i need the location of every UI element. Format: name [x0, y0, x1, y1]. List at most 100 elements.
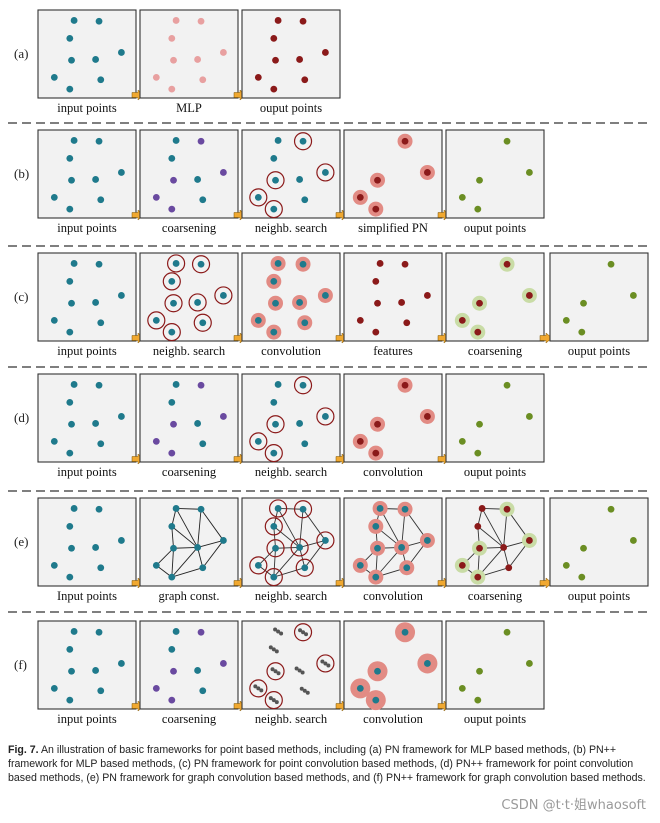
query-point [198, 261, 205, 268]
output-point [459, 438, 466, 445]
panel-label: input points [57, 712, 117, 726]
input-point [68, 421, 75, 428]
sampled-point [474, 329, 481, 336]
graph-node [275, 649, 279, 653]
input-point [96, 629, 103, 636]
input-point [118, 537, 125, 544]
query-point [168, 278, 175, 285]
coarsen-point [168, 206, 175, 213]
conv-point [372, 523, 379, 530]
output-point [526, 660, 533, 667]
query-point [300, 506, 307, 513]
output-point [272, 57, 279, 64]
input-point [92, 56, 99, 63]
conv-point [374, 177, 381, 184]
input-point [71, 628, 78, 635]
graph-node [168, 523, 175, 530]
output-point [630, 292, 637, 299]
row-label: (e) [14, 534, 28, 549]
input-point [97, 196, 104, 203]
panel-label: input points [57, 221, 117, 235]
query-point [301, 564, 308, 571]
input-point [118, 292, 125, 299]
input-point [92, 420, 99, 427]
coarsen-point [153, 194, 160, 201]
figure-number: Fig. 7. [8, 744, 39, 756]
coarsen-point [199, 687, 206, 694]
figure-caption: Fig. 7. An illustration of basic framewo… [8, 743, 648, 785]
conv-point [357, 194, 364, 201]
query-point [272, 177, 279, 184]
conv-point [374, 545, 381, 552]
coarsen-point [198, 138, 205, 145]
coarsen-point [153, 438, 160, 445]
query-point [270, 399, 277, 406]
conv-point [322, 292, 329, 299]
input-point [118, 49, 125, 56]
coarsen-point [168, 646, 175, 653]
output-point [459, 194, 466, 201]
panel-label: convolution [363, 465, 423, 479]
input-point [96, 382, 103, 389]
panel-label: simplified PN [358, 221, 428, 235]
graph-node [198, 506, 205, 513]
graph-node [194, 544, 201, 551]
input-point [97, 319, 104, 326]
output-point [474, 450, 481, 457]
panel-label: input points [57, 101, 117, 115]
panel-label: coarsening [162, 221, 217, 235]
input-point [51, 562, 58, 569]
conv-point [272, 300, 279, 307]
graph-node [301, 670, 305, 674]
conv-point [357, 685, 364, 692]
sampled-point [474, 574, 481, 581]
graph-node [326, 663, 330, 667]
input-point [92, 299, 99, 306]
coarsen-point [198, 629, 205, 636]
input-point [51, 438, 58, 445]
coarsen-point [198, 382, 205, 389]
input-point [96, 18, 103, 25]
conv-point [402, 506, 409, 513]
conv-point [424, 169, 431, 176]
input-point [51, 74, 58, 81]
sampled-point [459, 317, 466, 324]
panel-label: ouput points [464, 465, 526, 479]
query-point [301, 196, 308, 203]
sampled-point [504, 261, 511, 268]
query-point [220, 292, 227, 299]
coarsen-point [168, 697, 175, 704]
sampled-point [526, 537, 533, 544]
input-point [92, 667, 99, 674]
panel-label: convolution [261, 344, 321, 358]
feature-point [357, 317, 364, 324]
query-point [296, 420, 303, 427]
input-point [51, 317, 58, 324]
coarsen-point [168, 155, 175, 162]
panel-label: ouput points [464, 712, 526, 726]
input-point [71, 17, 78, 24]
query-point [322, 413, 329, 420]
conv-point [377, 505, 384, 512]
panel-label: coarsening [162, 465, 217, 479]
input-point [66, 574, 73, 581]
output-point [270, 35, 277, 42]
conv-point [357, 562, 364, 569]
conv-point [372, 574, 379, 581]
coarsen-point [173, 381, 180, 388]
graph-node [279, 631, 283, 635]
panel-label: coarsening [468, 344, 523, 358]
graph-node [199, 564, 206, 571]
output-point [270, 86, 277, 93]
coarsen-point [220, 413, 227, 420]
graph-node [505, 564, 512, 571]
panel-label: convolution [363, 712, 423, 726]
feature-point [372, 329, 379, 336]
output-point [563, 562, 570, 569]
input-point [51, 194, 58, 201]
panel-label: ouput points [260, 101, 322, 115]
row-label: (d) [14, 410, 29, 425]
mlp-feature-point [220, 49, 227, 56]
mlp-feature-point [170, 57, 177, 64]
conv-point [270, 329, 277, 336]
